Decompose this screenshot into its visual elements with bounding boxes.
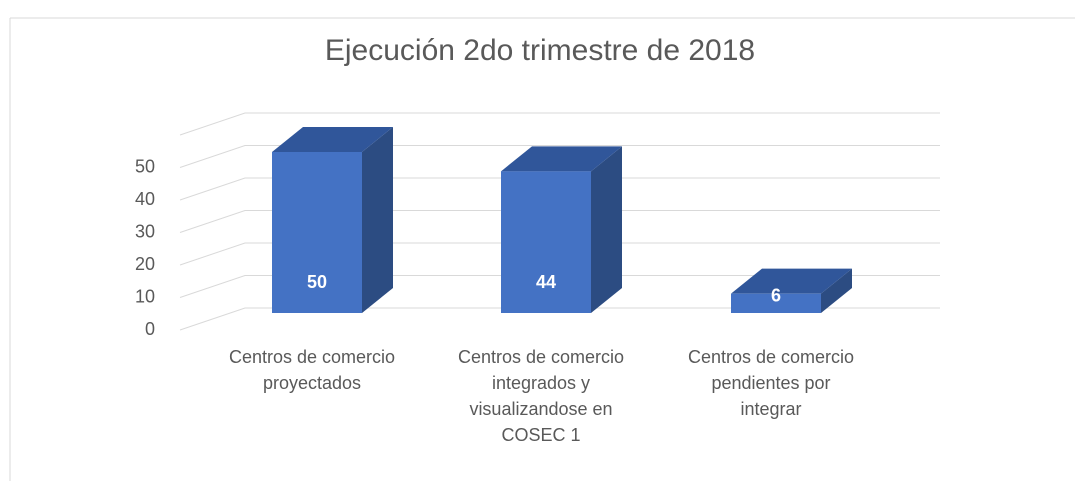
chart-title: Ejecución 2do trimestre de 2018: [325, 34, 755, 67]
bar-top: [501, 146, 622, 172]
y-tick-label: 20: [135, 254, 155, 274]
grid-line: [179, 145, 940, 168]
y-tick-label: 30: [135, 221, 155, 241]
bar: [501, 171, 591, 313]
bar-side: [821, 268, 852, 313]
bar: [731, 293, 821, 313]
grid-line: [179, 242, 940, 266]
y-tick-label: 50: [135, 156, 155, 176]
y-tick-label: 40: [135, 189, 155, 209]
x-tick-label-line: pendientes por: [711, 373, 830, 393]
data-label: 6: [771, 285, 781, 305]
x-tick-label-line: COSEC 1: [501, 425, 580, 445]
x-tick-label: Centros de comercio proyectados: [229, 347, 395, 393]
grid-line: [179, 275, 940, 298]
bar: [272, 152, 362, 313]
bar-top: [731, 268, 852, 294]
grid-line: [179, 177, 940, 201]
x-tick-label-line: integrar: [740, 399, 801, 419]
x-tick-label-line: visualizandose en: [469, 399, 612, 419]
y-tick-label: 10: [135, 286, 155, 306]
x-tick-label-line: Centros de comercio: [458, 347, 624, 367]
bar-top: [272, 127, 393, 152]
wall-top-line: [179, 112, 940, 136]
x-tick-label-line: proyectados: [263, 373, 361, 393]
x-tick-label: Centros de comercio pendientes por integra…: [688, 347, 854, 419]
grid-line: [179, 210, 940, 233]
y-tick-label: 0: [145, 319, 155, 339]
bar-side: [591, 146, 622, 313]
data-label: 44: [536, 272, 556, 292]
x-tick-label: Centros de comercio integrados y visualiza…: [458, 347, 624, 445]
x-tick-label-line: integrados y: [492, 373, 590, 393]
x-tick-label-line: Centros de comercio: [688, 347, 854, 367]
data-label: 50: [307, 272, 327, 292]
x-tick-label-line: Centros de comercio: [229, 347, 395, 367]
bar-side: [362, 127, 393, 313]
grid-line: [179, 307, 940, 331]
